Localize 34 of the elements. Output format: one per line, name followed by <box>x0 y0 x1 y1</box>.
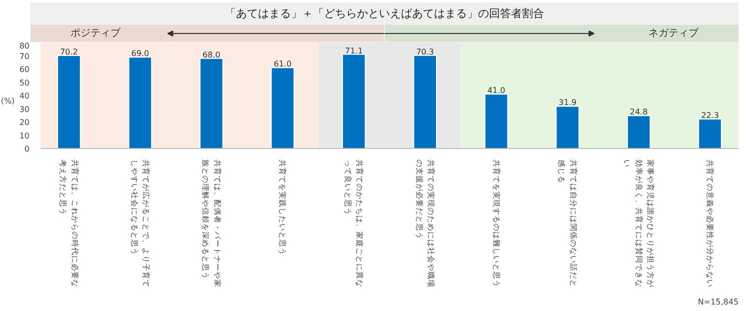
y-tick-label: 80 <box>19 42 30 50</box>
y-tick-label: 30 <box>19 104 30 114</box>
band-label: ネガティブ <box>648 27 700 39</box>
bar <box>626 115 651 148</box>
bar <box>128 56 152 148</box>
bar <box>698 118 722 148</box>
bar <box>200 58 224 148</box>
data-label: 24.8 <box>630 108 648 117</box>
bar <box>413 54 438 148</box>
y-tick-label: 70 <box>19 52 30 61</box>
bar <box>484 94 508 148</box>
chart-title: 「あてはまる」＋「どちらかといえばあてはまる」の回答者割合 <box>225 7 544 20</box>
data-label: 22.3 <box>701 110 719 120</box>
y-tick-label: 40 <box>19 92 30 100</box>
data-label: 70.3 <box>416 47 434 56</box>
bar <box>342 54 366 148</box>
data-label: 70.2 <box>60 47 78 56</box>
bar <box>556 106 580 148</box>
bar <box>270 67 295 148</box>
y-tick-label: 0 <box>24 144 30 154</box>
data-label: 71.1 <box>344 46 363 56</box>
y-tick-label: 20 <box>19 118 30 127</box>
y-tick-label: 10 <box>19 131 30 140</box>
y-tick-label: 60 <box>19 65 30 74</box>
data-label: 61.0 <box>274 60 292 69</box>
data-label: 68.0 <box>202 50 220 60</box>
text: N=15,845 <box>698 298 739 306</box>
y-axis-title: (%) <box>0 96 15 106</box>
data-label: 69.0 <box>131 49 150 58</box>
band-label: ポジティブ <box>70 27 122 39</box>
data-label: 31.9 <box>558 98 576 108</box>
bar <box>57 54 81 148</box>
data-label: 41.0 <box>487 86 506 96</box>
y-tick-label: 50 <box>19 78 30 88</box>
